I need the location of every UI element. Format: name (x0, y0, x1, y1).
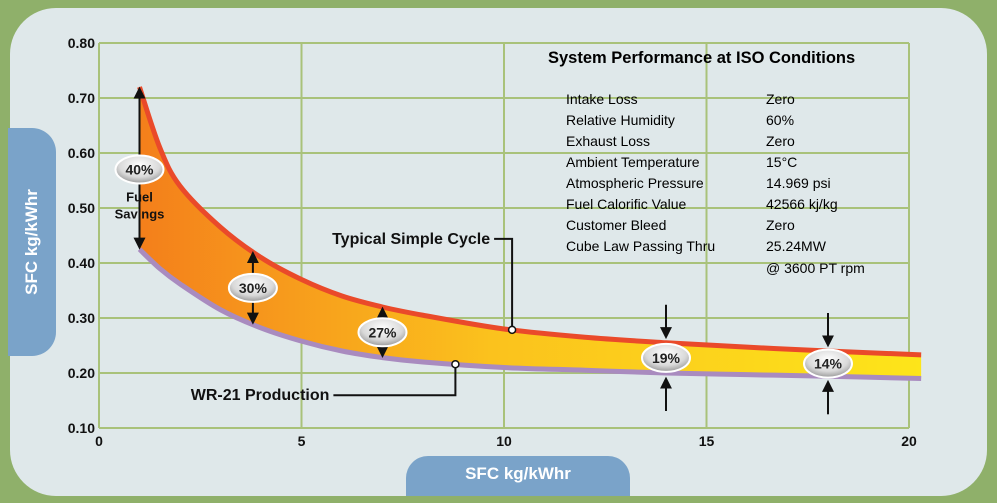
info-row: Customer Bleed Zero (566, 217, 926, 237)
info-row-value: Zero (766, 133, 795, 149)
percent-badge (357, 317, 408, 348)
percent-badge (227, 272, 278, 303)
info-row: Intake Loss Zero (566, 91, 926, 111)
series-label-simple-cycle: Typical Simple Cycle (332, 231, 490, 248)
fuel-savings-label: Savings (115, 207, 165, 222)
label-leader-simple-cycle (494, 237, 514, 330)
info-row-value: 14.969 psi (766, 175, 831, 191)
x-tick-label: 20 (901, 433, 917, 449)
percent-badge-label: 40% (125, 162, 154, 178)
percent-badge-label: 30% (239, 280, 268, 296)
info-row: Cube Law Passing Thru 25.24MW (566, 238, 926, 258)
series-label-wr21: WR-21 Production (191, 387, 330, 404)
y-axis-label-tab: SFC kg/kWhr (8, 128, 56, 356)
series-line-wr21 (137, 247, 922, 381)
info-extra-line: @ 3600 PT rpm (766, 260, 865, 276)
label-leader-wr21 (333, 364, 457, 397)
info-row-value: 60% (766, 112, 795, 128)
label-anchor-dot (451, 359, 460, 369)
x-tick-label: 15 (699, 433, 715, 449)
series-line-simple-cycle (137, 86, 922, 358)
info-row-value: 25.24MW (766, 238, 826, 254)
y-tick-label: 0.40 (68, 255, 95, 271)
y-tick-label: 0.50 (68, 200, 95, 216)
fuel-savings-label: Fuel (126, 190, 153, 205)
y-tick-label: 0.60 (68, 145, 95, 161)
info-row-label: Ambient Temperature (566, 154, 700, 170)
percent-badge-label: 14% (814, 356, 843, 372)
percent-badge-label: 27% (368, 324, 397, 340)
info-row-label: Cube Law Passing Thru (566, 238, 716, 254)
percent-badge (114, 154, 165, 185)
info-row-label: Exhaust Loss (566, 133, 651, 149)
info-row-label: Atmospheric Pressure (566, 175, 704, 191)
x-tick-label: 10 (496, 433, 512, 449)
info-row-label: Relative Humidity (566, 112, 675, 128)
info-row: Relative Humidity 60% (566, 112, 926, 132)
info-box-title: System Performance at ISO Conditions (548, 49, 856, 67)
y-tick-label: 0.80 (68, 35, 95, 51)
info-row-label: Customer Bleed (566, 217, 667, 233)
x-tick-label: 5 (298, 433, 306, 449)
savings-band (139, 87, 922, 379)
percent-badge (641, 342, 691, 373)
x-tick-label: 0 (95, 433, 103, 449)
y-tick-label: 0.10 (68, 420, 95, 436)
info-row: Ambient Temperature 15°C (566, 154, 926, 174)
info-row: Exhaust Loss Zero (566, 133, 926, 153)
info-row: Atmospheric Pressure 14.969 psi (566, 175, 926, 195)
info-row-value: 42566 kj/kg (766, 196, 838, 212)
x-axis-label-tab: SFC kg/kWhr (406, 456, 630, 496)
x-axis-label: SFC kg/kWhr (465, 464, 571, 483)
info-row-value: 15°C (766, 154, 798, 170)
info-row-value: Zero (766, 217, 795, 233)
info-row-label: Fuel Calorific Value (566, 196, 687, 212)
info-row-value: Zero (766, 91, 795, 107)
info-row: Fuel Calorific Value 42566 kj/kg (566, 196, 926, 216)
label-anchor-dot (507, 325, 517, 335)
info-row-label: Intake Loss (566, 91, 638, 107)
y-tick-label: 0.70 (68, 90, 95, 106)
y-tick-label: 0.20 (68, 365, 95, 381)
percent-badge (803, 348, 853, 379)
percent-badge-label: 19% (652, 350, 681, 366)
y-tick-label: 0.30 (68, 310, 95, 326)
